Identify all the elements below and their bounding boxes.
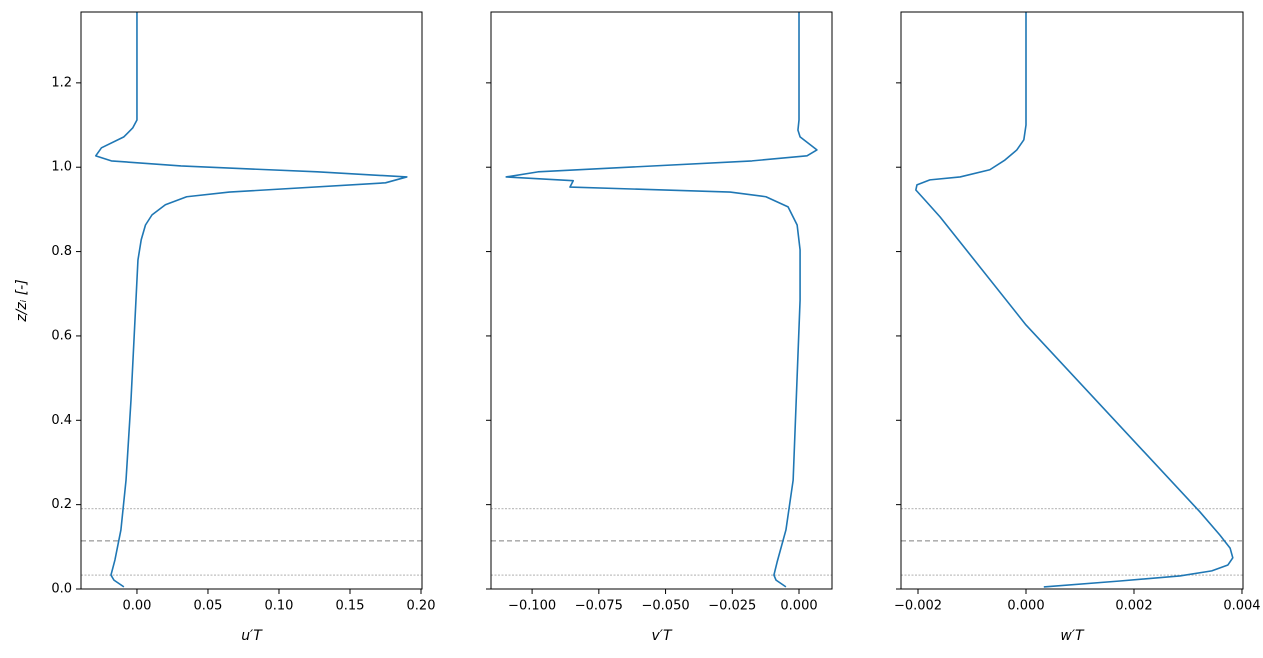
x-tick-label: 0.00 [122,599,151,614]
x-axis-label: w′T [1060,628,1085,644]
profile-line [505,12,818,588]
axes-frame [490,11,833,590]
profile-line [94,12,408,588]
x-tick-label: 0.004 [1223,599,1260,614]
x-tick-label: 0.20 [407,599,436,614]
y-tick-label: 0.0 [51,582,72,597]
x-tick-label: 0.000 [1007,599,1044,614]
y-axis-label: z/zᵢ [-] [14,279,30,322]
x-tick-label: −0.100 [508,599,556,614]
x-tick-label: 0.10 [265,599,294,614]
y-tick-label: 0.6 [51,328,72,343]
y-tick-label: 0.4 [51,413,72,428]
axes-frame [80,11,423,590]
x-tick-label: 0.15 [336,599,365,614]
x-tick-label: −0.050 [642,599,690,614]
x-axis-label: v′T [651,628,672,644]
x-tick-label: 0.000 [780,599,817,614]
profile-line [915,12,1234,588]
x-tick-label: 0.002 [1115,599,1152,614]
axes-frame [900,11,1244,590]
y-tick-label: 1.2 [51,75,72,90]
x-tick-label: −0.002 [894,599,942,614]
y-tick-label: 0.2 [51,497,72,512]
y-tick-label: 0.8 [51,244,72,259]
x-tick-label: 0.05 [193,599,222,614]
y-tick-label: 1.0 [51,160,72,175]
x-tick-label: −0.025 [708,599,756,614]
x-axis-label: u′T [241,628,263,644]
x-tick-label: −0.075 [575,599,623,614]
